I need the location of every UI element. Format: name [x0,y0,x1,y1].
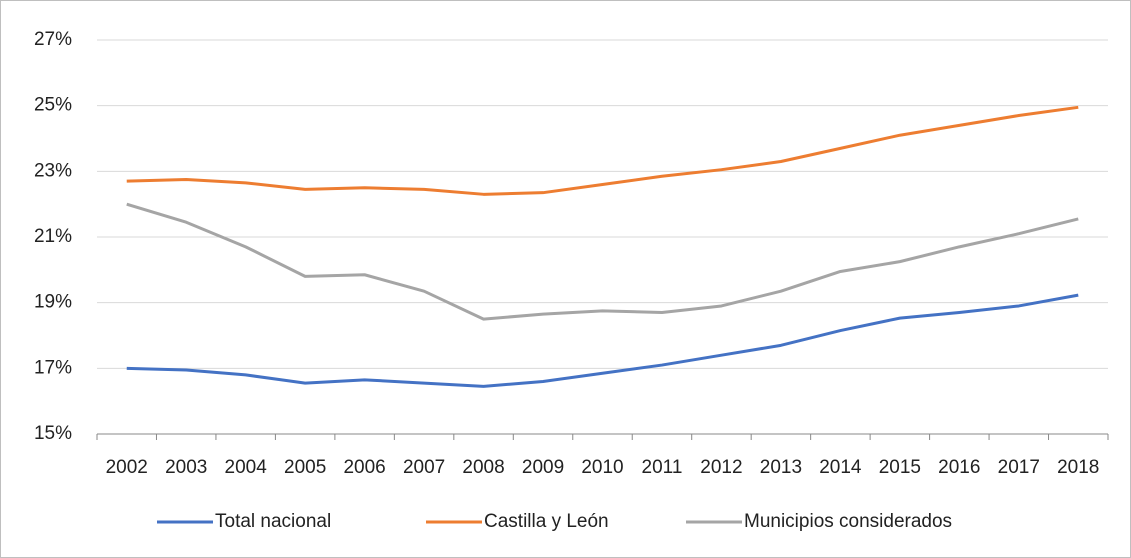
x-tick-label: 2004 [225,457,268,478]
x-tick-label: 2007 [403,457,445,478]
x-tick-label: 2011 [642,457,683,478]
x-tick-label: 2014 [819,457,862,478]
series-line [126,105,1079,196]
x-tick-label: 2018 [1057,457,1099,478]
legend-label: Municipios considerados [744,511,952,532]
x-tick-label: 2015 [879,457,921,478]
x-tick-label: 2012 [700,457,742,478]
y-tick-label: 19% [34,292,72,313]
y-tick-label: 23% [34,160,72,181]
x-tick-label: 2010 [581,457,623,478]
series-line [126,202,1079,321]
y-tick-label: 25% [34,95,72,116]
y-tick-label: 17% [34,357,72,378]
x-tick-label: 2013 [760,457,802,478]
x-tick-label: 2002 [106,457,148,478]
x-tick-label: 2008 [462,457,504,478]
x-tick-label: 2005 [284,457,326,478]
x-tick-label: 2009 [522,457,564,478]
legend-label: Total nacional [215,511,331,532]
x-tick-label: 2003 [165,457,207,478]
x-tick-label: 2016 [938,457,980,478]
y-tick-label: 15% [34,423,72,444]
y-tick-label: 21% [34,226,72,247]
x-tick-label: 2006 [343,457,385,478]
legend-label: Castilla y León [484,511,609,532]
y-tick-label: 27% [34,29,72,50]
x-tick-label: 2017 [998,457,1040,478]
series-line [126,293,1079,388]
